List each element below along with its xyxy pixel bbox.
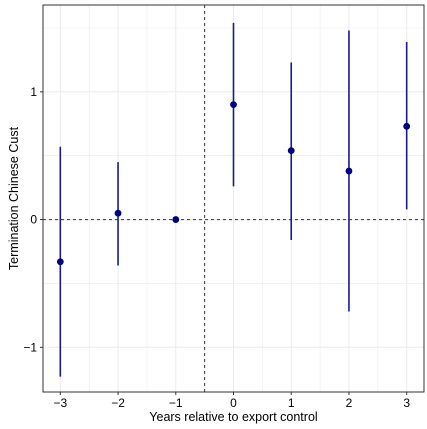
point-estimate: [56, 258, 64, 266]
x-axis-ticks: −3 −2 −1 0 1 2 3: [53, 392, 410, 410]
point-estimate: [403, 122, 411, 130]
point-estimate: [114, 209, 122, 217]
x-tick-label: −1: [169, 396, 183, 410]
y-axis-title: Termination Chinese Cust: [7, 126, 21, 270]
point-estimate: [345, 167, 353, 175]
x-tick-label: −3: [53, 396, 67, 410]
point-estimate: [230, 101, 237, 109]
y-tick-label: 1: [30, 85, 37, 99]
x-tick-label: 3: [403, 396, 410, 410]
y-axis-ticks: −1 0 1: [23, 85, 43, 354]
y-tick-label: −1: [23, 340, 37, 354]
point-estimate: [287, 147, 295, 155]
x-tick-label: −2: [111, 396, 125, 410]
y-tick-label: 0: [30, 213, 37, 227]
point-estimate: [172, 216, 180, 223]
point-estimates: [56, 101, 411, 266]
x-tick-label: 1: [288, 396, 295, 410]
reference-lines: [43, 5, 424, 392]
x-tick-label: 2: [346, 396, 353, 410]
x-axis-title: Years relative to export control: [149, 410, 317, 424]
x-tick-label: 0: [230, 396, 237, 410]
